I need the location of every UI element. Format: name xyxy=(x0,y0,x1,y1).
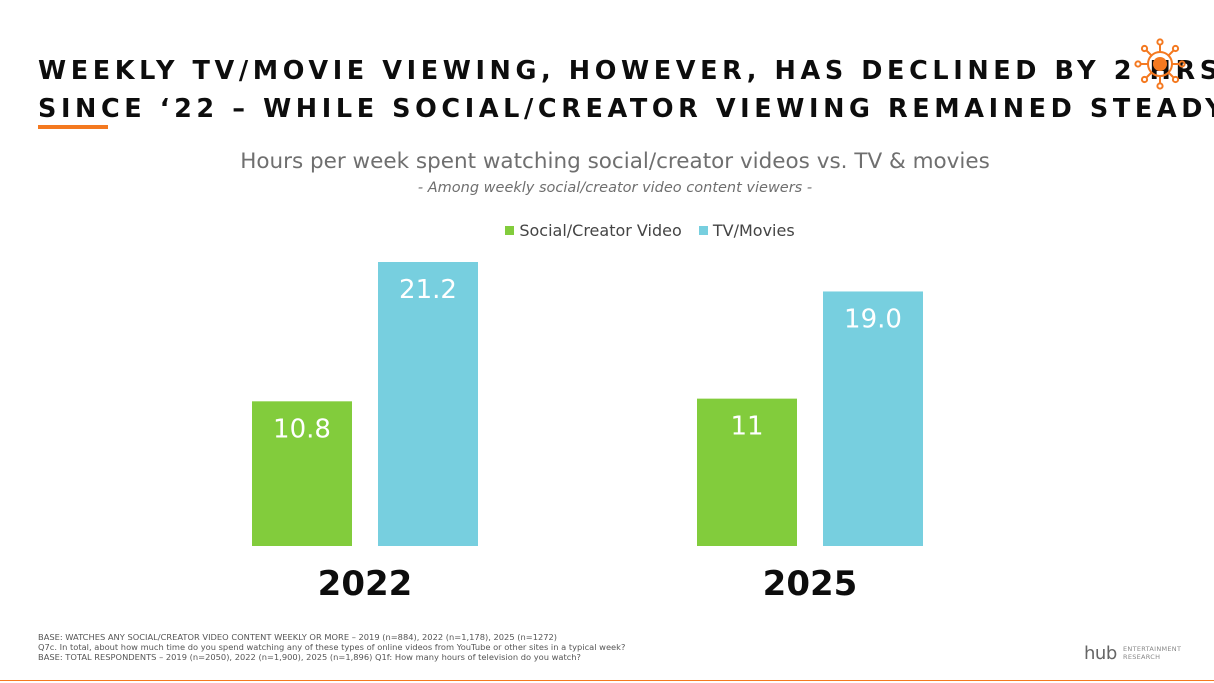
footnote-question: Q7c. In total, about how much time do yo… xyxy=(38,642,626,652)
legend-swatch-tv xyxy=(698,226,708,235)
title-line-2: SINCE ‘22 – WHILE SOCIAL/CREATOR VIEWING… xyxy=(38,94,1214,124)
bar-tv-2022 xyxy=(378,262,478,546)
slide-title: WEEKLY TV/MOVIE VIEWING, HOWEVER, HAS DE… xyxy=(38,52,1214,128)
bar-social-2025 xyxy=(697,398,797,546)
hub-logo-word: hub xyxy=(1084,643,1117,664)
bottom-rule xyxy=(0,680,1214,681)
sun-icon xyxy=(1134,38,1186,90)
legend-label-tv: TV/Movies xyxy=(712,221,795,240)
bar-tv-2025 xyxy=(823,291,923,546)
chart-title: Hours per week spent watching social/cre… xyxy=(240,149,990,174)
hub-logo: hub ENTERTAINMENT RESEARCH xyxy=(1084,644,1194,666)
hub-logo-subtitle: ENTERTAINMENT RESEARCH xyxy=(1123,645,1181,661)
legend-swatch-social xyxy=(505,226,515,235)
data-label-social-2022: 10.8 xyxy=(273,414,331,444)
legend-item-tv: TV/Movies xyxy=(698,221,795,240)
data-label-tv-2025: 19.0 xyxy=(844,304,902,334)
x-tick-label-2022: 2022 xyxy=(318,564,413,604)
bar-social-2022 xyxy=(252,401,352,546)
footnotes: BASE: WATCHES ANY SOCIAL/CREATOR VIDEO C… xyxy=(38,632,1038,662)
chart-legend: Social/Creator Video TV/Movies xyxy=(0,220,1214,240)
data-label-tv-2022: 21.2 xyxy=(399,275,457,305)
legend-label-social: Social/Creator Video xyxy=(519,221,682,240)
footnote-base-social: BASE: WATCHES ANY SOCIAL/CREATOR VIDEO C… xyxy=(38,632,558,642)
legend-item-social: Social/Creator Video xyxy=(505,221,682,240)
footnote-base-total: BASE: TOTAL RESPONDENTS – 2019 (n=2050),… xyxy=(38,652,581,662)
data-label-social-2025: 11 xyxy=(730,412,763,442)
title-underline xyxy=(38,125,108,129)
title-line-1: WEEKLY TV/MOVIE VIEWING, HOWEVER, HAS DE… xyxy=(38,56,1214,86)
hub-logo-sub-line1: ENTERTAINMENT xyxy=(1123,645,1182,653)
x-tick-label-2025: 2025 xyxy=(763,564,858,604)
chart-subtitle: - Among weekly social/creator video cont… xyxy=(417,180,813,196)
hub-logo-sub-line2: RESEARCH xyxy=(1123,653,1161,661)
